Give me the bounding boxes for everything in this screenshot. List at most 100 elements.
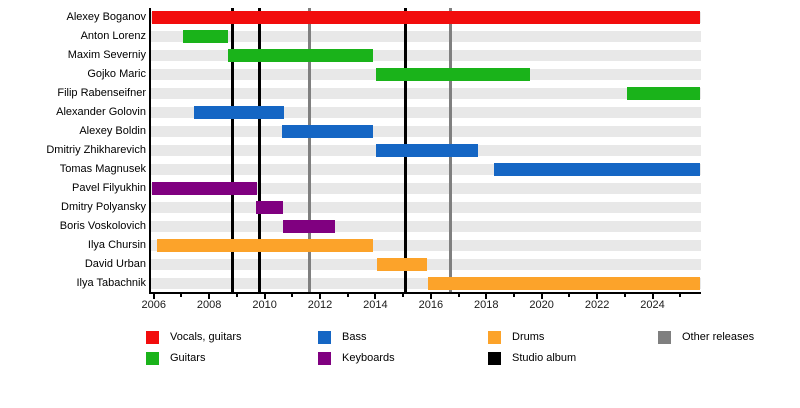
- tenure-bar-bass: [282, 125, 374, 138]
- member-row-track: [151, 183, 701, 194]
- tenure-bar-drums: [376, 258, 428, 271]
- x-axis-minor-tick: [457, 294, 460, 297]
- x-axis-major-tick: [152, 294, 155, 299]
- member-row-track: [151, 278, 701, 289]
- x-axis-line: [149, 292, 701, 294]
- member-row-track: [151, 164, 701, 175]
- member-label: Pavel Filyukhin: [72, 182, 146, 194]
- tenure-bar-guitars: [228, 49, 373, 62]
- tenure-bar-drums: [428, 277, 701, 290]
- x-axis-minor-tick: [512, 294, 515, 297]
- member-label: Tomas Magnusek: [59, 163, 146, 175]
- other-release-line: [307, 8, 311, 293]
- member-row-track: [151, 107, 701, 118]
- legend-label: Keyboards: [342, 352, 395, 364]
- legend-label: Guitars: [170, 352, 206, 364]
- legend-label: Drums: [512, 331, 545, 343]
- tenure-bar-guitars: [183, 30, 229, 43]
- member-label: Dmitriy Zhikharevich: [46, 144, 146, 156]
- x-axis-tick-label: 2014: [363, 299, 388, 311]
- x-axis-major-tick: [485, 294, 488, 299]
- legend-label: Vocals, guitars: [170, 331, 242, 343]
- legend-item-other_releases: Other releases: [658, 331, 800, 344]
- legend-label: Studio album: [512, 352, 577, 364]
- tenure-bar-bass: [375, 144, 479, 157]
- member-label: Boris Voskolovich: [59, 220, 146, 232]
- member-label: Filip Rabenseifner: [57, 87, 146, 99]
- legend-swatch-drums: [488, 331, 501, 344]
- studio-album-line: [231, 8, 235, 293]
- x-axis-minor-tick: [402, 294, 405, 297]
- member-label: Alexey Boldin: [79, 125, 146, 137]
- studio-album-line: [257, 8, 261, 293]
- x-axis-tick-label: 2008: [196, 299, 222, 311]
- legend-item-bass: Bass: [318, 331, 478, 344]
- plot-area: Alexey Boganov Anton Lorenz Maxim Severniy…: [46, 8, 701, 311]
- x-axis-minor-tick: [568, 294, 571, 297]
- x-axis-tick-label: 2012: [307, 299, 333, 311]
- tenure-bar-guitars: [627, 87, 701, 100]
- member-row-track: [151, 221, 701, 232]
- legend-item-keyboards: Keyboards: [318, 352, 478, 365]
- legend-item-guitars: Guitars: [146, 352, 306, 365]
- legend-swatch-vocals_guitars: [146, 331, 159, 344]
- legend-label: Other releases: [682, 331, 755, 343]
- tenure-bar-keyboards: [152, 182, 257, 195]
- legend-item-drums: Drums: [488, 331, 648, 344]
- member-label: Dmitry Polyansky: [61, 201, 146, 213]
- y-axis-line: [149, 8, 151, 294]
- legend-item-vocals_guitars: Vocals, guitars: [146, 331, 306, 344]
- legend: Vocals, guitars Guitars Bass Keyboards Drums…: [0, 324, 800, 408]
- member-label: David Urban: [84, 258, 146, 270]
- x-axis-minor-tick: [180, 294, 183, 297]
- x-axis-tick-label: 2022: [584, 299, 610, 311]
- legend-item-studio_album: Studio album: [488, 352, 648, 365]
- x-axis-major-tick: [596, 294, 599, 299]
- x-axis-major-tick: [319, 294, 322, 299]
- x-axis-major-tick: [208, 294, 211, 299]
- member-label: Ilya Tabachnik: [76, 277, 146, 289]
- x-axis-major-tick: [429, 294, 432, 299]
- legend-label: Bass: [342, 331, 367, 343]
- member-label: Alexey Boganov: [66, 11, 147, 23]
- legend-swatch-guitars: [146, 352, 159, 365]
- tenure-bar-guitars: [375, 68, 531, 81]
- x-axis-major-tick: [374, 294, 377, 299]
- x-axis-tick-label: 2024: [640, 299, 665, 311]
- tenure-bar-keyboards: [256, 201, 284, 214]
- member-label: Ilya Chursin: [87, 239, 146, 251]
- x-axis-major-tick: [651, 294, 654, 299]
- legend-swatch-bass: [318, 331, 331, 344]
- x-axis-tick-label: 2006: [141, 299, 166, 311]
- x-axis-minor-tick: [235, 294, 238, 297]
- x-axis-minor-tick: [291, 294, 294, 297]
- member-label: Gojko Maric: [87, 68, 146, 80]
- x-axis-tick-label: 2010: [252, 299, 277, 311]
- member-label: Alexander Golovin: [56, 106, 146, 118]
- member-row-track: [151, 240, 701, 251]
- legend-swatch-keyboards: [318, 352, 331, 365]
- member-label: Anton Lorenz: [80, 30, 146, 42]
- x-axis-tick-label: 2020: [529, 299, 554, 311]
- legend-swatch-other_releases: [658, 331, 671, 344]
- member-row-track: [151, 88, 701, 99]
- member-row-track: [151, 31, 701, 42]
- tenure-bar-drums: [156, 239, 374, 252]
- x-axis-minor-tick: [679, 294, 682, 297]
- x-axis-minor-tick: [346, 294, 349, 297]
- member-row-track: [151, 202, 701, 213]
- x-axis-tick-label: 2016: [418, 299, 444, 311]
- x-axis-minor-tick: [623, 294, 626, 297]
- tenure-bar-bass: [194, 106, 284, 119]
- x-axis-major-tick: [540, 294, 543, 299]
- x-axis-major-tick: [263, 294, 266, 299]
- tenure-bar-bass: [494, 163, 701, 176]
- tenure-bar-vocals_guitars: [151, 11, 701, 24]
- member-row-track: [151, 126, 701, 137]
- member-label: Maxim Severniy: [67, 49, 146, 61]
- tenure-bar-keyboards: [283, 220, 335, 233]
- x-axis-tick-label: 2018: [474, 299, 499, 311]
- legend-swatch-studio_album: [488, 352, 501, 365]
- member-row-track: [151, 50, 701, 61]
